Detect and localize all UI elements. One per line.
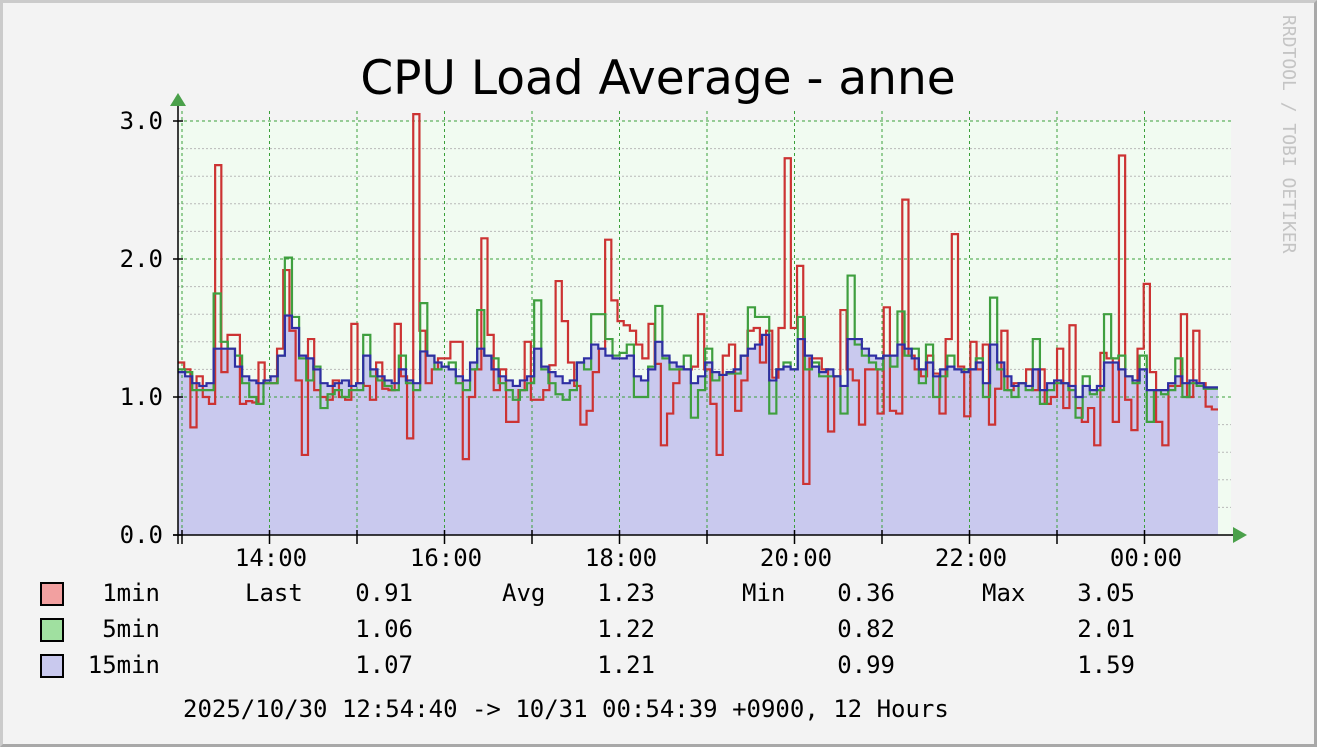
series-line-15min: [178, 314, 1218, 399]
legend-swatch-15min: [40, 654, 64, 678]
legend-swatch-5min: [40, 618, 64, 642]
x-tick-label: 00:00: [1110, 544, 1182, 572]
legend-name: 5min: [102, 615, 160, 643]
rrdtool-watermark: RRDTOOL / TOBI OETIKER: [1278, 15, 1299, 254]
legend-last-value: 0.91: [355, 579, 413, 607]
legend-min-value: 0.36: [837, 579, 895, 607]
legend-header-max: Max: [982, 579, 1025, 607]
series-line-5min: [178, 256, 1218, 423]
legend: 1min Last Avg Min Max 0.91 1.23 0.36 3.05 5min 1.0…: [40, 579, 1135, 679]
x-axis-arrow: [1233, 527, 1247, 543]
legend-name: 1min: [102, 579, 160, 607]
time-range-label: 2025/10/30 12:54:40 -> 10/31 00:54:39 +0…: [183, 695, 949, 723]
legend-max-value: 1.59: [1077, 651, 1135, 679]
legend-swatch-1min: [40, 582, 64, 606]
legend-avg-value: 1.23: [597, 579, 655, 607]
x-tick-label: 20:00: [760, 544, 832, 572]
legend-header-min: Min: [742, 579, 785, 607]
y-tick-label: 2.0: [120, 245, 163, 273]
legend-name: 15min: [88, 651, 160, 679]
chart-title: CPU Load Average - anne: [360, 51, 955, 106]
y-tick-label: 1.0: [120, 383, 163, 411]
legend-last-value: 1.06: [355, 615, 413, 643]
legend-min-value: 0.82: [837, 615, 895, 643]
x-tick-label: 22:00: [935, 544, 1007, 572]
legend-avg-value: 1.21: [597, 651, 655, 679]
legend-header-avg: Avg: [502, 579, 545, 607]
y-tick-label: 0.0: [120, 521, 163, 549]
y-axis-arrow: [170, 93, 186, 106]
legend-min-value: 0.99: [837, 651, 895, 679]
legend-avg-value: 1.22: [597, 615, 655, 643]
x-tick-label: 14:00: [235, 544, 307, 572]
legend-header-last: Last: [245, 579, 303, 607]
x-tick-label: 18:00: [585, 544, 657, 572]
legend-max-value: 2.01: [1077, 615, 1135, 643]
legend-last-value: 1.07: [355, 651, 413, 679]
x-tick-label: 16:00: [410, 544, 482, 572]
legend-max-value: 3.05: [1077, 579, 1135, 607]
load-average-chart: 0.0 1.0 2.0 3.0 14:00 16:00 18:00 20:00 22:00 00:…: [40, 15, 1299, 723]
y-tick-label: 3.0: [120, 107, 163, 135]
